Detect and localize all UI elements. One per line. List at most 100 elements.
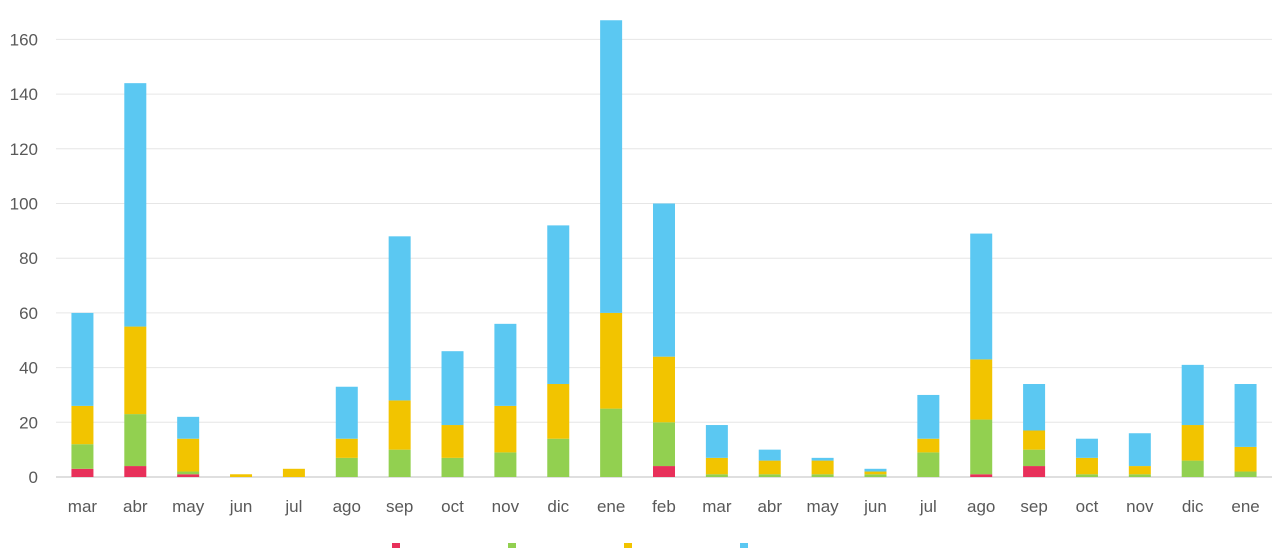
bar-segment — [547, 384, 570, 439]
bar-segment — [1181, 364, 1204, 426]
x-tick-label: jun — [229, 497, 253, 516]
bar-segment — [917, 394, 940, 439]
bar-segment — [1075, 438, 1098, 458]
x-tick-label: nov — [1126, 497, 1154, 516]
bar-segment — [177, 474, 200, 477]
x-tick-label: oct — [1076, 497, 1099, 516]
x-tick-label: mar — [68, 497, 98, 516]
y-tick-label: 100 — [10, 195, 38, 214]
bar-segment — [230, 474, 253, 477]
bar-segment — [917, 452, 940, 477]
bar-segment — [441, 351, 464, 426]
bar-segment — [970, 419, 993, 475]
x-tick-label: may — [807, 497, 840, 516]
bar-segment — [177, 416, 200, 439]
bar-segment — [653, 356, 675, 423]
bar-segment — [811, 460, 834, 475]
bar-segment — [71, 468, 94, 477]
bar-segment — [811, 457, 834, 461]
y-tick-label: 140 — [10, 85, 38, 104]
bar-segment — [758, 460, 781, 475]
bar-segment — [653, 422, 675, 467]
bar-segment — [1023, 449, 1046, 467]
bar-segment — [705, 425, 728, 458]
x-tick-label: abr — [757, 497, 782, 516]
bar-segment — [547, 225, 570, 385]
legend — [392, 543, 748, 548]
bar-segment — [388, 236, 411, 401]
bar-segment — [917, 438, 940, 453]
bar-segment — [705, 457, 728, 475]
bar-segment — [282, 468, 305, 477]
bar-segment — [1181, 425, 1204, 461]
bar-segment — [758, 449, 781, 461]
y-tick-label: 160 — [10, 30, 38, 49]
y-tick-label: 0 — [29, 468, 38, 487]
bar-segment — [705, 474, 728, 477]
bar-segment — [177, 438, 200, 472]
bar-segment — [1181, 460, 1204, 477]
x-axis: mar abr may jun jul ago sep oct nov dic ene feb mar a… — [68, 497, 1260, 516]
x-tick-label: nov — [492, 497, 520, 516]
bar-segment — [864, 474, 887, 477]
bar-segment — [124, 414, 147, 467]
x-tick-label: sep — [1020, 497, 1047, 516]
x-tick-label: dic — [1182, 497, 1204, 516]
bar-segment — [494, 405, 517, 453]
bar-segment — [335, 386, 358, 439]
x-tick-label: mar — [702, 497, 732, 516]
bar-segment — [970, 233, 993, 360]
bar-segment — [864, 471, 887, 475]
bar-segment — [864, 468, 887, 472]
bar-segment — [494, 452, 517, 477]
bar-segment — [600, 312, 623, 409]
y-tick-label: 80 — [19, 249, 38, 268]
bar-segment — [1234, 471, 1257, 477]
x-tick-label: oct — [441, 497, 464, 516]
y-axis: 0 20 40 60 80 100 120 140 160 — [10, 30, 38, 487]
x-tick-label: ene — [1231, 497, 1259, 516]
bar-segment — [1023, 466, 1046, 477]
bar-segment — [1234, 384, 1257, 447]
y-tick-label: 20 — [19, 413, 38, 432]
x-tick-label: ago — [333, 497, 361, 516]
bar-segment — [441, 425, 464, 458]
bar-segment — [1075, 457, 1098, 475]
x-tick-label: jun — [863, 497, 887, 516]
legend-swatch — [508, 543, 516, 548]
bar-segment — [441, 457, 464, 477]
bar-segment — [388, 449, 411, 477]
legend-swatch — [624, 543, 632, 548]
bar-segment — [653, 466, 675, 477]
bar-segment — [970, 474, 993, 477]
bar-segment — [758, 474, 781, 477]
bars — [71, 20, 1257, 477]
x-tick-label: jul — [919, 497, 937, 516]
legend-swatch — [392, 543, 400, 548]
y-tick-label: 60 — [19, 304, 38, 323]
x-tick-label: may — [172, 497, 205, 516]
y-tick-label: 40 — [19, 359, 38, 378]
bar-segment — [1023, 384, 1046, 431]
bar-segment — [71, 405, 94, 445]
x-tick-label: ene — [597, 497, 625, 516]
bar-segment — [811, 474, 834, 477]
bar-segment — [177, 471, 200, 475]
bar-segment — [1128, 466, 1151, 475]
bar-segment — [600, 20, 623, 313]
x-tick-label: sep — [386, 497, 413, 516]
bar-segment — [494, 323, 517, 406]
bar-segment — [1023, 430, 1046, 450]
x-tick-label: feb — [652, 497, 676, 516]
bar-segment — [335, 457, 358, 477]
x-tick-label: ago — [967, 497, 995, 516]
bar-segment — [1234, 446, 1257, 472]
bar-segment — [388, 400, 411, 450]
bar-segment — [600, 408, 623, 477]
x-tick-label: abr — [123, 497, 148, 516]
bar-segment — [71, 444, 94, 469]
bar-segment — [970, 359, 993, 420]
bar-segment — [335, 438, 358, 458]
bar-segment — [124, 466, 147, 477]
